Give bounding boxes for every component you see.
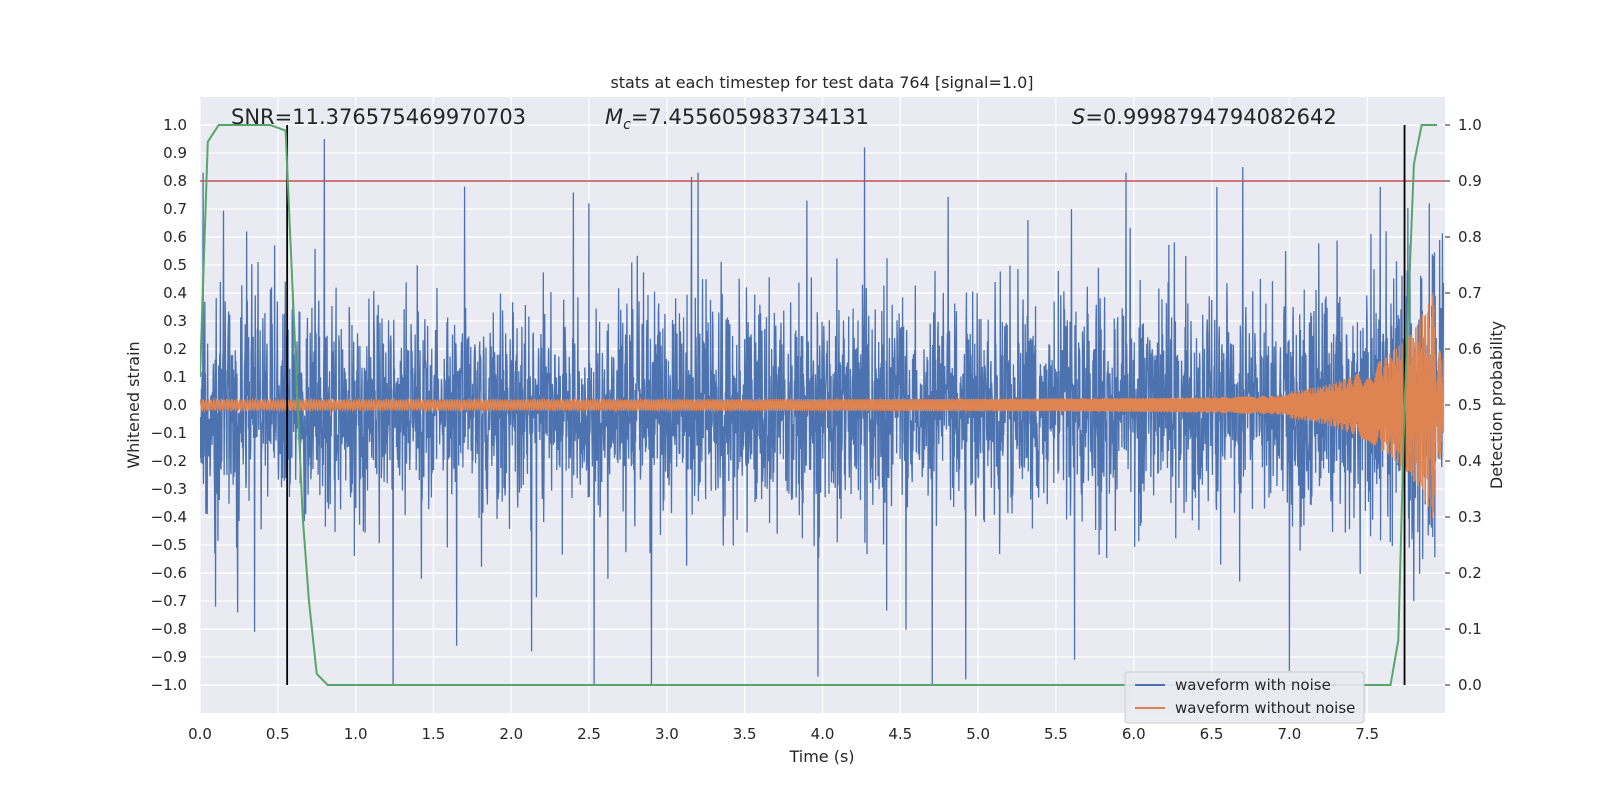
x-tick-label: 3.5	[733, 725, 757, 743]
x-tick-label: 5.5	[1044, 725, 1068, 743]
y2-tick-label: 0.6	[1458, 340, 1482, 358]
y-tick-label: 0.1	[163, 368, 187, 386]
y-axis-label: Whitened strain	[124, 341, 143, 468]
y-tick-label: 0.8	[163, 172, 187, 190]
x-tick-label: 6.0	[1122, 725, 1146, 743]
y-tick-label: 0.6	[163, 228, 187, 246]
y-tick-label: −0.7	[151, 592, 187, 610]
y2-tick-label: 1.0	[1458, 116, 1482, 134]
legend-box	[1124, 671, 1365, 724]
y-tick-labels: 1.0 0.9 0.8 0.7 0.6 0.5 0.4 0.3 0.2 0.1 0.0 −0.1 −0.…	[151, 116, 187, 694]
y-tick-label: 0.2	[163, 340, 187, 358]
y-tick-label: 1.0	[163, 116, 187, 134]
snr-annotation: SNR=11.376575469970703	[231, 105, 526, 129]
x-tick-label: 6.5	[1200, 725, 1224, 743]
statistic-symbol: S	[1072, 105, 1085, 129]
y2-tick-label: 0.5	[1458, 396, 1482, 414]
y2-tick-label: 0.3	[1458, 508, 1482, 526]
line-detection-probability	[200, 124, 1438, 686]
x-tick-label: 0.0	[188, 725, 212, 743]
y2-tick-label: 0.0	[1458, 676, 1482, 694]
chart-title: stats at each timestep for test data 764…	[610, 73, 1033, 92]
y2-tick-labels: 1.0 0.9 0.8 0.7 0.6 0.5 0.4 0.3 0.2 0.1 0.0	[1445, 116, 1482, 694]
y-tick-label: −0.6	[151, 564, 187, 582]
legend: waveform with noise waveform without noi…	[1124, 671, 1365, 724]
x-tick-label: 2.0	[499, 725, 523, 743]
legend-label-clean: waveform without noise	[1175, 699, 1355, 717]
x-tick-labels: 0.0 0.5 1.0 1.5 2.0 2.5 3.0 3.5 4.0 4.5 5.0 5.5 6.0 6…	[188, 725, 1379, 743]
y2-tick-label: 0.9	[1458, 172, 1482, 190]
x-tick-label: 0.5	[266, 725, 290, 743]
y-tick-label: −0.1	[151, 424, 187, 442]
y-tick-label: −0.2	[151, 452, 187, 470]
chirp-mass-annotation: Mc=7.455605983734131	[605, 105, 869, 133]
x-tick-label: 1.0	[344, 725, 368, 743]
x-tick-label: 7.5	[1355, 725, 1379, 743]
y-tick-label: 0.4	[163, 284, 187, 302]
x-tick-label: 1.5	[422, 725, 446, 743]
y-tick-label: −0.9	[151, 648, 187, 666]
x-tick-label: 4.5	[888, 725, 912, 743]
y2-axis-label: Detection probability	[1487, 321, 1506, 489]
series-waveform-with-noise	[200, 138, 1445, 686]
y-tick-label: −1.0	[151, 676, 187, 694]
series-detection-probability	[200, 124, 1438, 686]
y-tick-label: −0.3	[151, 480, 187, 498]
y2-tick-label: 0.2	[1458, 564, 1482, 582]
x-axis-label: Time (s)	[788, 747, 854, 766]
y-tick-label: 0.9	[163, 144, 187, 162]
x-tick-label: 4.0	[811, 725, 835, 743]
chirp-mass-symbol: M	[605, 105, 623, 129]
line-waveform-with-noise	[200, 138, 1445, 686]
y-tick-label: −0.8	[151, 620, 187, 638]
y2-tick-label: 0.7	[1458, 284, 1482, 302]
y-tick-label: 0.5	[163, 256, 187, 274]
chirp-mass-value: =7.455605983734131	[631, 105, 869, 129]
y-tick-label: 0.7	[163, 200, 187, 218]
y2-tick-label: 0.4	[1458, 452, 1482, 470]
y-tick-label: −0.4	[151, 508, 187, 526]
legend-label-noise: waveform with noise	[1175, 676, 1331, 694]
x-tick-label: 5.0	[966, 725, 990, 743]
y2-tick-label: 0.8	[1458, 228, 1482, 246]
x-tick-label: 7.0	[1277, 725, 1301, 743]
statistic-value: =0.9998794794082642	[1085, 105, 1336, 129]
series-waveform-without-noise	[200, 292, 1445, 519]
chirp-mass-subscript: c	[623, 117, 631, 133]
statistic-annotation: S=0.9998794794082642	[1072, 105, 1337, 129]
line-waveform-without-noise	[200, 292, 1445, 519]
y-tick-label: 0.0	[163, 396, 187, 414]
x-tick-label: 3.0	[655, 725, 679, 743]
y-tick-label: 0.3	[163, 312, 187, 330]
y2-tick-label: 0.1	[1458, 620, 1482, 638]
y-tick-label: −0.5	[151, 536, 187, 554]
x-tick-label: 2.5	[577, 725, 601, 743]
